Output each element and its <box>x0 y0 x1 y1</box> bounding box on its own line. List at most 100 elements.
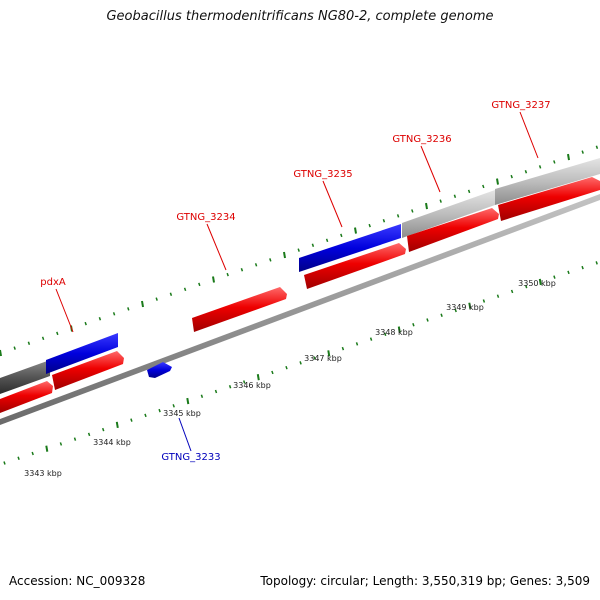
lower-tick <box>496 294 500 298</box>
lower-tick <box>397 326 401 333</box>
lower-tick <box>17 456 20 460</box>
scale-label-3343: 3343 kbp <box>24 469 62 478</box>
upper-tick <box>453 194 457 198</box>
upper-tick <box>595 145 599 149</box>
scale-label-3349: 3349 kbp <box>446 303 484 312</box>
upper-tick <box>482 184 485 189</box>
upper-tick <box>354 227 357 234</box>
upper-tick <box>325 238 329 243</box>
lower-tick <box>285 365 288 370</box>
leader-GTNG_3235 <box>322 180 343 228</box>
gene-dark-left <box>0 360 50 394</box>
lower-tick <box>115 421 119 429</box>
lower-tick <box>271 370 274 375</box>
gene-forward-3237-lane <box>498 177 600 221</box>
gene-GTNG_3235 <box>299 224 401 272</box>
upper-tick <box>198 282 201 287</box>
upper-tick <box>524 169 528 174</box>
gene-GTNG_3234 <box>192 287 287 332</box>
lower-tick <box>73 437 77 441</box>
lower-tick <box>482 299 486 303</box>
lower-tick <box>567 270 570 275</box>
upper-tick <box>382 218 386 223</box>
upper-tick <box>283 251 286 259</box>
genome-summary-text: Topology: circular; Length: 3,550,319 bp… <box>260 574 590 588</box>
lower-tick <box>341 346 345 351</box>
upper-tick <box>112 312 116 316</box>
lower-tick <box>581 265 584 270</box>
scale-label-3346: 3346 kbp <box>233 381 271 390</box>
lower-tick <box>299 361 302 365</box>
upper-tick <box>269 258 272 262</box>
accession-text: Accession: NC_009328 <box>9 574 146 588</box>
genome-backbone <box>0 194 600 425</box>
lower-tick <box>158 408 161 413</box>
gene-label-GTNG_3233: GTNG_3233 <box>161 452 220 463</box>
lower-tick <box>87 432 91 437</box>
lower-tick <box>242 380 246 384</box>
upper-tick <box>141 300 144 308</box>
gene-GTNG_3233 <box>147 362 172 378</box>
upper-tick <box>368 223 371 228</box>
leader-GTNG_3236 <box>420 145 441 193</box>
upper-tick <box>13 346 16 350</box>
gene-forward-pdxA-adjacent <box>52 351 124 390</box>
upper-tick <box>169 292 173 296</box>
upper-tick <box>496 178 499 185</box>
upper-tick <box>510 174 513 179</box>
upper-tick <box>311 243 315 247</box>
lower-tick <box>468 302 472 309</box>
lower-tick <box>426 318 429 322</box>
leader-GTNG_3237 <box>519 111 539 159</box>
lower-tick <box>454 308 457 313</box>
gene-forward-3236-lane <box>407 208 499 252</box>
upper-tick-row <box>0 145 599 357</box>
lower-tick <box>383 332 387 337</box>
lower-tick <box>313 356 316 360</box>
gene-label-GTNG_3236: GTNG_3236 <box>392 134 451 145</box>
upper-tick <box>340 233 343 238</box>
lower-tick <box>524 284 528 289</box>
upper-tick <box>297 248 300 252</box>
upper-tick <box>538 165 542 169</box>
lower-tick <box>510 289 514 294</box>
gene-label-pdxA: pdxA <box>40 277 66 288</box>
gene-GTNG_3236 <box>402 190 495 238</box>
lower-tick <box>59 442 63 446</box>
lower-tick <box>186 397 190 405</box>
lower-tick <box>214 389 218 394</box>
upper-tick <box>41 336 45 341</box>
lower-tick <box>228 385 232 389</box>
upper-tick <box>98 316 102 321</box>
lower-tick <box>538 278 542 286</box>
upper-tick <box>425 202 428 210</box>
gene-label-GTNG_3235: GTNG_3235 <box>293 169 352 180</box>
lower-tick-row <box>3 261 598 465</box>
upper-tick <box>226 272 229 277</box>
upper-tick <box>553 160 556 164</box>
lower-tick <box>440 313 443 317</box>
gene-label-GTNG_3234: GTNG_3234 <box>176 212 235 223</box>
leader-pdxA <box>55 288 74 333</box>
upper-tick <box>567 153 570 161</box>
scale-label-3344: 3344 kbp <box>93 438 131 447</box>
lower-tick <box>101 427 105 432</box>
upper-tick <box>439 199 442 203</box>
lower-tick <box>369 337 373 341</box>
lower-tick <box>355 342 359 346</box>
upper-tick <box>240 267 244 272</box>
leader-GTNG_3234 <box>206 223 227 271</box>
upper-tick <box>0 349 2 357</box>
gene-label-GTNG_3237: GTNG_3237 <box>491 100 550 111</box>
lower-tick <box>31 451 34 456</box>
upper-tick <box>467 189 471 194</box>
scale-label-3347: 3347 kbp <box>304 354 342 363</box>
gene-pdxA <box>46 333 118 374</box>
scale-label-3350: 3350 kbp <box>518 279 556 288</box>
genome-title: Geobacillus thermodenitrificans NG80-2, … <box>106 9 494 24</box>
scale-label-3345: 3345 kbp <box>163 409 201 418</box>
lower-tick <box>327 350 331 357</box>
lower-tick <box>172 404 175 408</box>
